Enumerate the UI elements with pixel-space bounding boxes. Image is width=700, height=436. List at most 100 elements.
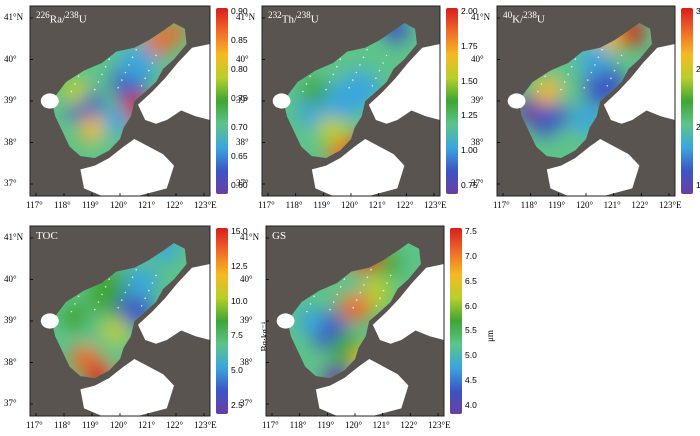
colorbar-tick-label: 0.90 [231, 6, 248, 16]
lat-label: 41°N [236, 12, 256, 22]
sample-point [329, 308, 331, 311]
lon-label: 123°E [428, 420, 451, 430]
sample-point [359, 291, 362, 294]
sample-point [375, 77, 377, 79]
colorbar-tick-label: 0.65 [231, 151, 248, 161]
map-svg [29, 5, 228, 197]
sample-point [339, 58, 342, 60]
map-svg [496, 5, 693, 197]
colorbar [681, 8, 693, 194]
sample-point [121, 299, 123, 301]
contour-blob [317, 113, 350, 146]
sample-point [567, 73, 569, 76]
lon-label: 119° [82, 200, 99, 210]
sample-point [94, 88, 96, 91]
map-panel-ra: 226Ra/238U 41°N 40° 39° 38° 37° 117° 118° 119° 12… [4, 5, 270, 216]
lon-label: 117° [493, 200, 510, 210]
sample-point [117, 86, 119, 89]
sample-point [370, 268, 372, 271]
lon-label: 123°E [424, 200, 447, 210]
sample-point [74, 303, 76, 305]
sample-point [366, 276, 369, 279]
colorbar-tick-label: 7.5 [465, 226, 477, 236]
lon-label: 118° [520, 200, 538, 210]
lon-label: 118° [285, 200, 303, 210]
sample-point [309, 75, 311, 78]
panel-title: 40K/238U [503, 10, 545, 26]
sample-point [74, 83, 76, 85]
colorbar [216, 228, 228, 414]
map-svg [261, 5, 458, 197]
sample-point [597, 56, 600, 59]
lat-label: 41°N [4, 12, 24, 22]
contour-blob [102, 316, 131, 345]
lat-label: 39° [236, 95, 249, 105]
lat-label: 37° [4, 398, 17, 408]
colorbar-tick-label: 4.5 [465, 375, 477, 386]
colorbar-tick-label: 0.85 [231, 35, 248, 45]
sample-point [563, 81, 566, 83]
lat-label: 38° [236, 136, 249, 147]
sample-point [70, 310, 73, 313]
contour-blob [554, 125, 583, 153]
contour-blob [296, 307, 325, 335]
sample-point [359, 64, 361, 66]
sample-point [332, 301, 335, 303]
contour-blob [119, 44, 157, 82]
map-svg [29, 225, 228, 417]
lon-label: 118° [54, 200, 71, 210]
sample-point [151, 62, 154, 64]
sample-point [155, 54, 157, 57]
sample-point [339, 286, 342, 288]
lon-label: 118° [54, 420, 71, 430]
colorbar-tick-label: 4.0 [465, 400, 477, 410]
sample-point [610, 77, 612, 79]
colorbar-tick-label: 5.5 [465, 325, 477, 336]
lat-label: 38° [4, 136, 17, 147]
sample-point [371, 85, 374, 87]
land-coast-west [507, 93, 526, 109]
sample-point [620, 54, 623, 57]
sample-point [94, 308, 96, 311]
sample-point [124, 291, 127, 294]
land-liaodong [138, 264, 210, 344]
sample-point [336, 293, 338, 296]
sample-point [586, 79, 589, 81]
map-panel-toc: TOC 41°N 40° 39° 38° 37° 117° 118° 119° 120° 121° 1… [4, 225, 270, 436]
colorbar-tick-label: 6.5 [465, 275, 477, 286]
colorbar-tick-label: 30 [696, 6, 700, 16]
lat-label: 38° [240, 356, 253, 367]
land-shandong [80, 359, 174, 416]
lon-label: 120° [576, 200, 594, 210]
lon-label: 123°E [659, 200, 682, 210]
lat-label: 39° [471, 95, 484, 105]
colorbar-tick-label: 6.0 [465, 300, 477, 311]
sample-point [362, 56, 365, 59]
sample-point [104, 286, 107, 288]
panel-title: TOC [36, 230, 58, 242]
colorbar-tick-label: 7.5 [231, 330, 243, 341]
sample-point [124, 71, 127, 74]
sample-point [351, 79, 354, 81]
lon-label: 119° [313, 200, 331, 210]
lon-label: 117° [26, 420, 43, 430]
land-shandong [315, 359, 409, 416]
colorbar-tick-label: 1.25 [461, 110, 478, 121]
lat-label: 41°N [240, 232, 260, 242]
colorbar-tick-label: 0.75 [461, 180, 478, 190]
sample-point [144, 77, 146, 79]
lon-label: 120° [110, 200, 128, 210]
sample-point [306, 310, 308, 313]
sample-point [325, 88, 327, 91]
sample-point [148, 289, 150, 292]
sample-point [70, 90, 73, 93]
contour-blob [125, 266, 158, 300]
sample-point [537, 90, 539, 93]
colorbar-tick-label: 2.5 [231, 400, 243, 410]
sample-point [101, 293, 103, 296]
map-svg [265, 225, 462, 417]
sample-point [305, 83, 308, 85]
panel-title: 226Ra/238U [36, 10, 87, 26]
lat-label: 41°N [4, 232, 24, 242]
sample-point [140, 85, 143, 87]
